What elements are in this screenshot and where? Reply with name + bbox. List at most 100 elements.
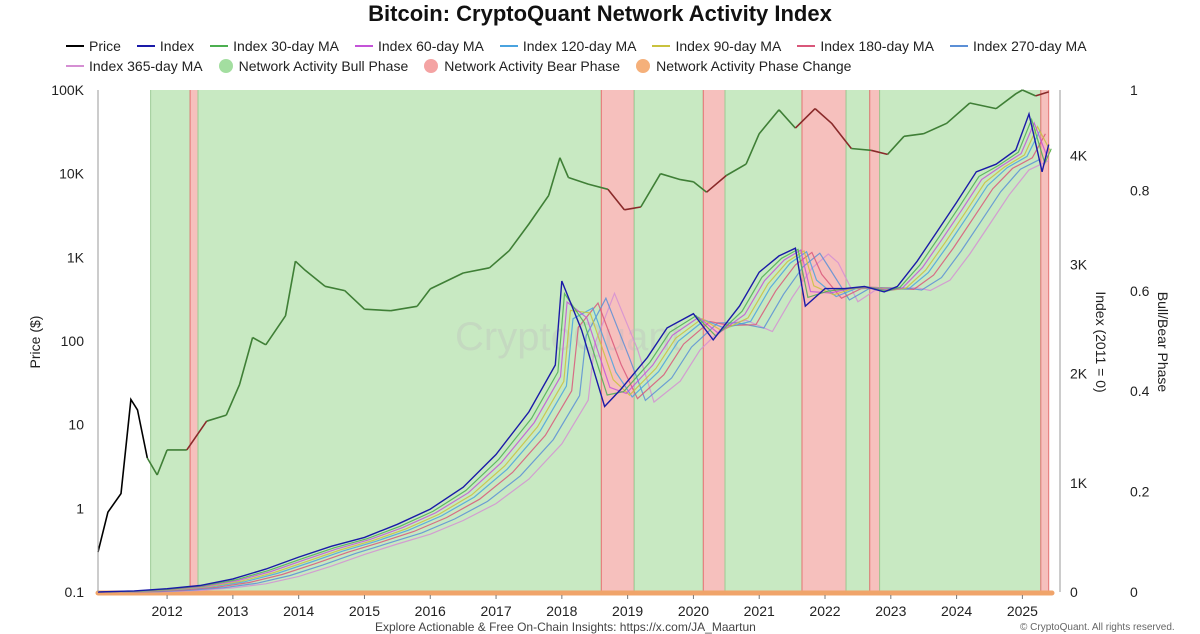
phase-bands [95,90,1055,596]
y-right-index-tick-label: 3K [1070,257,1088,273]
price-line-early [97,397,149,553]
x-tick-label: 2022 [809,603,840,619]
bear-phase-band [869,90,880,592]
legend-label: Network Activity Phase Change [656,58,852,74]
legend-label: Index 120-day MA [522,38,637,54]
legend-item[interactable]: Price [66,38,121,54]
legend-label: Index 180-day MA [820,38,934,54]
bear-phase-band [1040,90,1049,592]
index-line [97,111,1050,593]
legend-label: Index 30-day MA [233,38,339,54]
legend-item[interactable]: Index [136,38,195,54]
index-90ma-line [106,125,1052,593]
legend-item[interactable]: Network Activity Phase Change [636,58,851,74]
index-30ma-line [100,117,1052,593]
x-tick-label: 2017 [480,603,511,619]
legend-item[interactable]: Index 120-day MA [499,38,637,54]
legend-swatch [355,45,373,47]
legend-swatch [424,59,439,73]
bull-phase-band [846,90,870,592]
footer-note: Explore Actionable & Free On-Chain Insig… [375,620,756,634]
y-right-index-tick-label: 4K [1070,147,1088,163]
legend-item[interactable]: Index 180-day MA [797,38,934,54]
x-tick-label: 2025 [1007,603,1038,619]
legend-item[interactable]: Index 90-day MA [652,38,781,54]
footer-copyright: © CryptoQuant. All rights reserved. [1020,622,1175,633]
y-right-phase-tick-label: 0 [1130,584,1138,600]
x-tick-label: 2020 [678,603,709,619]
x-tick-label: 2023 [875,603,906,619]
y-left-tick-label: 1 [76,500,84,516]
legend-row: Price Index Index 30-day MA Index 60-day MA… [66,36,1166,56]
index-270ma-line [122,158,1041,593]
footer-text: Explore Actionable & Free On-Chain Insig… [375,620,756,634]
x-tick-label: 2013 [217,603,248,619]
legend-item[interactable]: Network Activity Bear Phase [424,58,620,74]
x-tick-label: 2024 [941,603,972,619]
legend-swatch [797,45,816,47]
legend-item[interactable]: Index 30-day MA [210,38,339,54]
bull-phase-band [150,90,191,592]
x-tick-label: 2021 [744,603,775,619]
y-right-phase-tick-label: 0.2 [1130,484,1150,500]
legend-label: Index 60-day MA [378,38,484,54]
legend-swatch [66,45,84,47]
x-tick-label: 2016 [415,603,446,619]
chart-title: Bitcoin: CryptoQuant Network Activity In… [368,1,832,26]
chart-legend: Price Index Index 30-day MA Index 60-day MA… [66,36,1166,76]
legend-label: Index [159,38,195,54]
y-right-index-axis-label: Index (2011 = 0) [1093,291,1109,392]
price-line-group [97,89,1049,553]
price-line-bull [146,89,1036,476]
legend-swatch [136,45,155,47]
legend-swatch [210,45,229,47]
legend-label: Index 365-day MA [89,58,203,74]
legend-swatch [66,65,84,67]
legend-swatch [636,59,651,73]
legend-item[interactable]: Index 365-day MA [66,58,203,74]
axes: 0.1 1 10 100 1K 10K 100K 0 1K 2K 3K 4K 0 0.2 0.4 0.6 0.8… [51,82,1149,619]
y-right-index-tick-label: 1K [1070,475,1088,491]
y-right-index-tick-label: 0 [1070,584,1078,600]
y-right-phase-tick-label: 0.6 [1130,283,1150,299]
index-lines [97,111,1052,593]
price-line-bear [186,91,1049,451]
y-left-tick-label: 10 [68,417,84,433]
legend-label: Price [89,38,121,54]
legend-label: Index 270-day MA [972,38,1087,54]
legend-row: Index 365-day MA Network Activity Bull Ph… [66,56,1166,76]
legend-swatch [499,45,518,47]
bull-phase-band [879,90,1041,592]
y-left-tick-label: 100K [51,82,84,98]
bear-phase-band [703,90,726,592]
y-left-axis-label: Price ($) [27,316,43,369]
y-left-tick-label: 10K [59,166,85,182]
y-left-tick-label: 1K [67,249,85,265]
bull-phase-band [725,90,802,592]
legend-item[interactable]: Index 270-day MA [949,38,1087,54]
index-60ma-line [103,121,1048,593]
bear-phase-band [601,90,635,592]
legend-swatch [218,59,233,73]
y-right-phase-tick-label: 0.8 [1130,182,1150,198]
legend-item[interactable]: Index 60-day MA [355,38,484,54]
legend-item[interactable]: Network Activity Bull Phase [218,58,409,74]
y-left-tick-label: 0.1 [65,584,85,600]
y-right-phase-axis-label: Bull/Bear Phase [1155,292,1171,393]
bear-phase-band [801,90,847,592]
x-tick-label: 2018 [546,603,577,619]
bear-phase-band [190,90,199,592]
legend-label: Network Activity Bear Phase [444,58,621,74]
y-left-tick-label: 100 [61,333,85,349]
legend-swatch [949,45,968,47]
x-tick-label: 2015 [349,603,380,619]
bull-phase-band [198,90,602,592]
legend-label: Index 90-day MA [675,38,782,54]
index-120ma-line [109,129,1041,593]
x-tick-label: 2012 [152,603,183,619]
y-right-phase-tick-label: 0.4 [1130,383,1150,399]
index-365ma-line [130,160,1049,593]
legend-label: Network Activity Bull Phase [238,58,409,74]
legend-swatch [652,45,671,47]
